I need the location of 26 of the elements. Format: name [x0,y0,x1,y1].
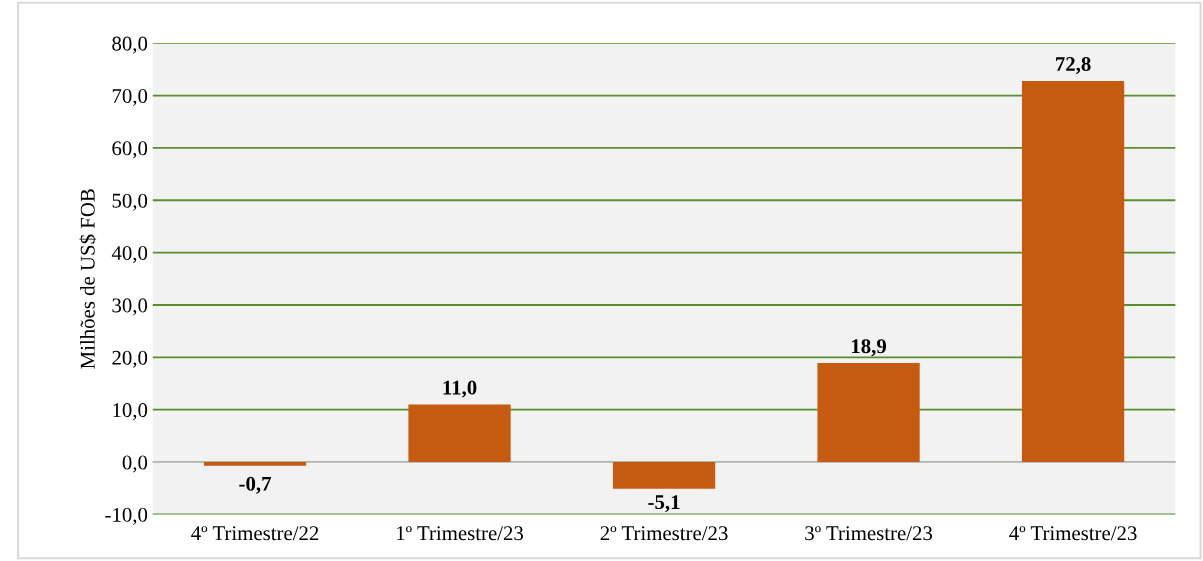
y-tick-label: 80,0 [112,36,148,54]
x-tick-label: 2º Trimestre/23 [600,526,728,541]
bar [203,462,307,466]
data-label: 18,9 [852,339,887,357]
x-tick-label: 4º Trimestre/23 [1009,526,1137,541]
y-tick-label: 50,0 [112,193,148,211]
data-label: 11,0 [443,380,477,398]
bar [1021,80,1125,463]
y-tick-label: 0,0 [122,455,148,473]
bar [612,462,716,489]
bar [817,363,920,463]
y-tick-label: 30,0 [112,298,148,316]
data-label: -0,7 [239,476,272,494]
y-tick-label: 60,0 [112,141,148,159]
y-tick-label: 40,0 [111,246,148,264]
x-tick-label: 3º Trimestre/23 [805,526,933,541]
y-tick-label: 10,0 [113,403,148,421]
x-tick-label: 1º Trimestre/23 [397,526,524,541]
y-tick-label: 70,0 [112,88,148,106]
bar [408,404,511,463]
y-tick-label: -10,0 [105,507,148,525]
y-tick-label: 20,0 [112,350,148,368]
y-axis-title: Milhões de US$ FOB [79,189,97,369]
x-tick-label: 4º Trimestre/22 [191,526,319,541]
data-label: 72,8 [1056,56,1091,75]
data-label: -5,1 [648,495,680,513]
